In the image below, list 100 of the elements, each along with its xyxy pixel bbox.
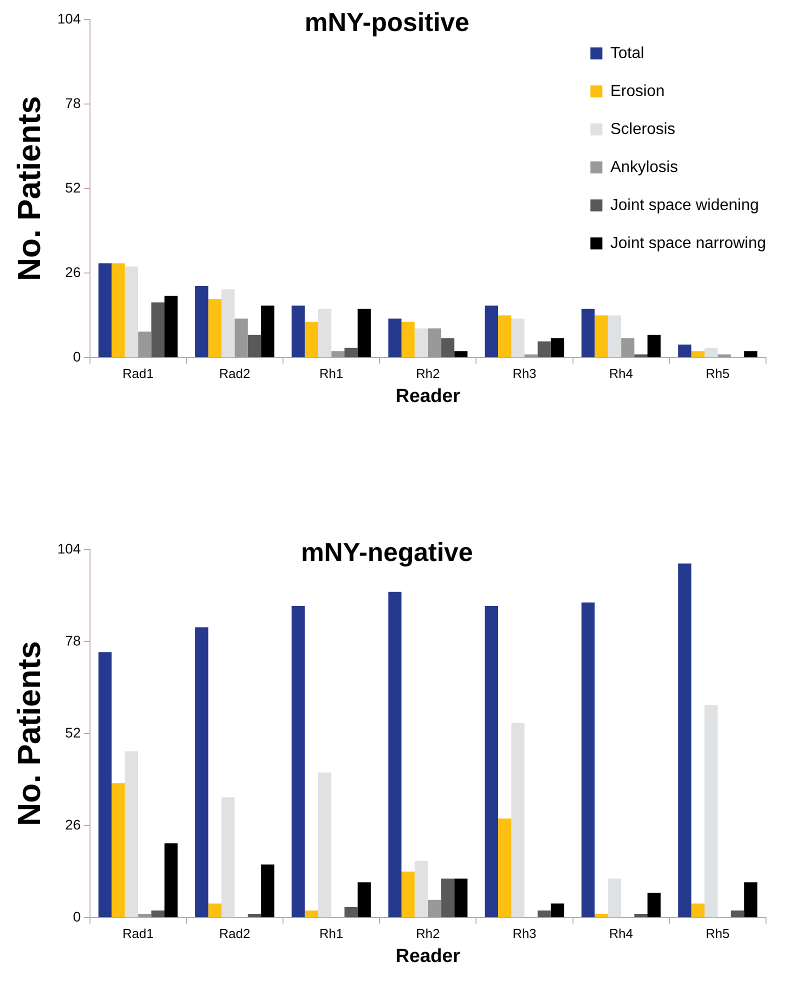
- y-tick-label: 104: [57, 540, 81, 556]
- bar: [414, 860, 428, 918]
- bar: [138, 914, 152, 918]
- bar: [112, 783, 125, 918]
- bar: [414, 328, 428, 358]
- y-axis-title: No. Patients: [11, 641, 48, 826]
- bar: [608, 878, 622, 918]
- bar: [292, 606, 305, 918]
- bar: [304, 322, 318, 358]
- x-axis-title: Reader: [396, 946, 461, 967]
- bar: [195, 627, 208, 918]
- bar: [581, 308, 595, 358]
- bar: [388, 592, 402, 918]
- bar: [647, 892, 661, 918]
- bar: [248, 334, 262, 358]
- bar: [538, 341, 551, 358]
- bar: [292, 306, 305, 358]
- bar: [484, 606, 498, 918]
- bar: [195, 286, 208, 358]
- x-tick-label: Rh4: [609, 366, 634, 381]
- bar: [234, 318, 248, 358]
- bar: [730, 910, 744, 918]
- y-tick-label: 26: [65, 264, 81, 280]
- bar: [484, 306, 498, 358]
- bar: [718, 354, 731, 358]
- bar: [151, 910, 164, 918]
- bar: [428, 328, 442, 358]
- legend-label: Sclerosis: [610, 120, 676, 138]
- legend-label: Erosion: [610, 82, 665, 100]
- legend-label: Ankylosis: [610, 158, 678, 176]
- bar: [428, 900, 442, 918]
- bar: [744, 351, 758, 358]
- bar: [331, 351, 344, 358]
- y-tick-label: 0: [72, 348, 81, 364]
- bar: [594, 315, 608, 358]
- x-tick-label: Rh3: [512, 926, 536, 941]
- bar: [608, 315, 622, 358]
- bar: [164, 296, 178, 358]
- bar: [208, 299, 222, 358]
- bar: [441, 878, 454, 918]
- chart-title: mNY-positive: [304, 6, 470, 37]
- bar: [581, 602, 595, 918]
- y-tick-label: 104: [57, 10, 81, 26]
- bar: [318, 308, 332, 358]
- x-tick-label: Rh5: [706, 926, 730, 941]
- bar: [98, 652, 112, 918]
- bar: [744, 882, 758, 918]
- bar: [538, 910, 551, 918]
- bar: [261, 864, 274, 918]
- bar: [678, 344, 692, 358]
- bar: [401, 322, 415, 358]
- bar: [498, 315, 512, 358]
- y-tick-label: 0: [72, 908, 81, 924]
- bar: [550, 903, 564, 918]
- bar: [704, 348, 718, 358]
- bar: [164, 843, 178, 918]
- legend-label: Total: [610, 44, 644, 62]
- x-tick-label: Rh5: [706, 366, 730, 381]
- bar: [634, 914, 648, 918]
- bar: [261, 306, 274, 358]
- bar: [621, 338, 634, 358]
- bar: [691, 903, 704, 918]
- bar: [594, 914, 608, 918]
- x-tick-label: Rad1: [122, 366, 154, 381]
- x-tick-label: Rh4: [609, 926, 634, 941]
- bar: [401, 872, 415, 918]
- bar: [441, 338, 454, 358]
- legend-label: Joint space widening: [610, 196, 759, 214]
- y-axis-title: No. Patients: [11, 96, 48, 281]
- x-tick-label: Rad1: [122, 926, 154, 941]
- bar: [138, 332, 152, 358]
- bar: [344, 906, 358, 918]
- bar: [647, 334, 661, 358]
- x-axis-title: Reader: [396, 386, 461, 407]
- x-tick-label: Rh3: [512, 366, 536, 381]
- x-tick-label: Rad2: [219, 926, 250, 941]
- x-tick-label: Rh1: [319, 366, 344, 381]
- bar: [358, 882, 371, 918]
- bar: [358, 308, 371, 358]
- y-tick-label: 78: [65, 632, 81, 648]
- x-tick-label: Rad2: [219, 366, 250, 381]
- bar: [221, 797, 235, 918]
- legend-label: Joint space narrowing: [610, 234, 766, 252]
- bar: [511, 722, 524, 918]
- bar: [318, 772, 332, 918]
- bar: [704, 705, 718, 918]
- bar: [124, 266, 138, 358]
- chart-title: mNY-negative: [301, 536, 473, 567]
- y-tick-label: 26: [65, 816, 81, 832]
- bar: [498, 818, 512, 918]
- x-tick-label: Rh1: [319, 926, 344, 941]
- bar: [248, 914, 262, 918]
- bar: [524, 354, 538, 358]
- bar: [454, 351, 468, 358]
- bar: [344, 348, 358, 358]
- bar: [151, 302, 164, 358]
- bar: [550, 338, 564, 358]
- bar: [124, 751, 138, 918]
- y-tick-label: 78: [65, 94, 81, 111]
- y-tick-label: 52: [65, 179, 81, 196]
